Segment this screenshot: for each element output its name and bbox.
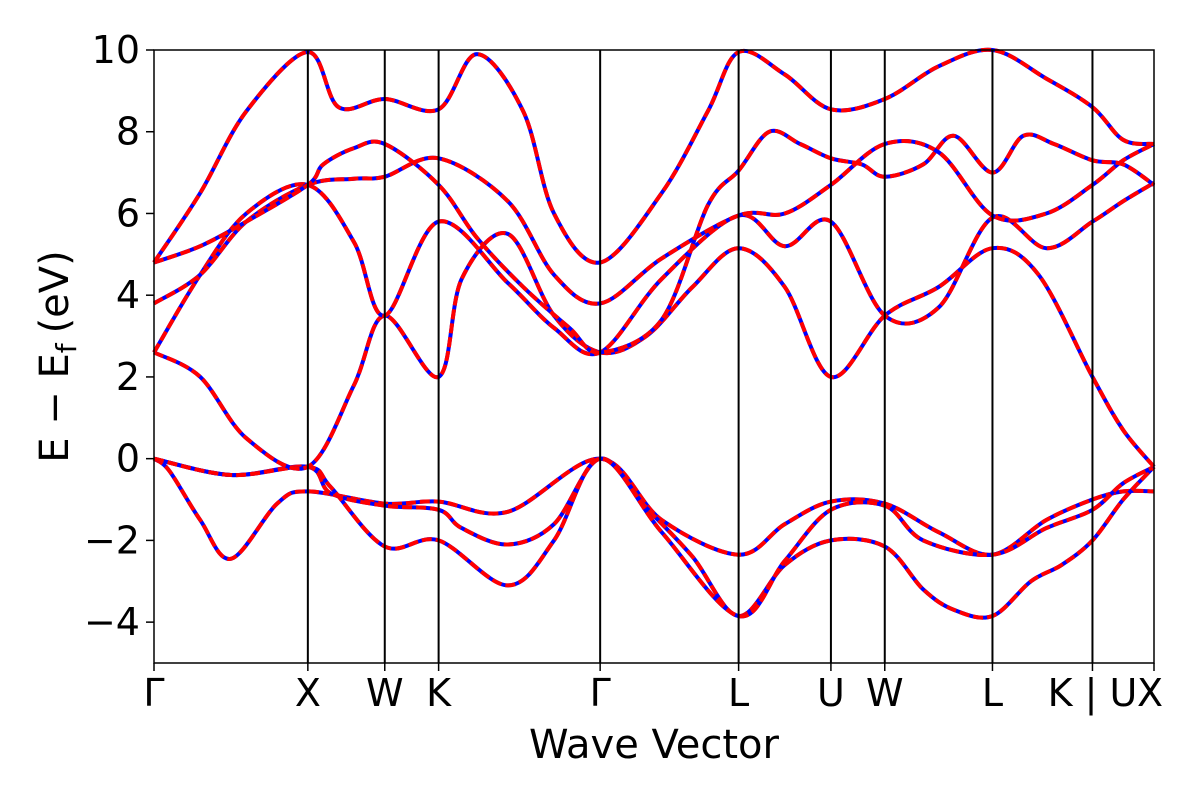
band-1-reference-line: [152, 456, 1155, 561]
y-axis-label: E − Ef (eV): [32, 250, 83, 463]
x-tick-label: W: [366, 671, 404, 715]
x-tick-label: L: [728, 671, 749, 715]
y-tick-label: 8: [116, 110, 140, 154]
plot-frame: [153, 49, 1155, 664]
band-2-overlay-line: [153, 456, 1156, 620]
band-1-overlay-line: [152, 456, 1155, 561]
y-axis-label-unit: (eV): [32, 250, 78, 333]
x-tick-label: Γ: [590, 671, 611, 715]
y-tick-label: 10: [92, 28, 140, 72]
x-tick-label: L: [982, 671, 1003, 715]
y-tick-label: −2: [84, 518, 140, 562]
y-tick-label: 6: [116, 191, 140, 235]
x-axis-label: Wave Vector: [529, 722, 780, 768]
y-tick-label: 0: [116, 437, 140, 481]
x-tick-label: X: [295, 671, 321, 715]
y-axis-label-subscript: f: [50, 342, 83, 353]
y-tick-label: −4: [84, 600, 140, 644]
band-6-overlay-line: [152, 139, 1155, 306]
x-tick-label: K | U: [1048, 671, 1138, 716]
band-2-reference-line: [153, 456, 1156, 620]
x-tick-label: X: [1137, 671, 1163, 715]
band-3-overlay-line: [153, 456, 1155, 619]
band-7-overlay-line: [153, 128, 1156, 355]
x-tick-label: W: [866, 671, 904, 715]
x-tick-label: K: [426, 671, 452, 715]
y-axis-label-main: E − E: [32, 353, 78, 463]
y-tick-label: 4: [116, 273, 140, 317]
x-tick-label: U: [817, 671, 845, 715]
y-axis-ticks: −4 −2 0 2 4 6 8 10: [84, 28, 154, 644]
x-tick-label: Γ: [143, 671, 164, 715]
bands-layer: [152, 47, 1156, 620]
band-8-reference-line: [152, 47, 1155, 265]
band-3-reference-line: [153, 456, 1155, 619]
band-4-overlay-line: [153, 231, 1156, 471]
high-symmetry-lines: [306, 50, 1094, 663]
band-4-reference-line: [153, 231, 1156, 471]
band-8-overlay-line: [152, 47, 1155, 265]
y-tick-label: 2: [116, 355, 140, 399]
